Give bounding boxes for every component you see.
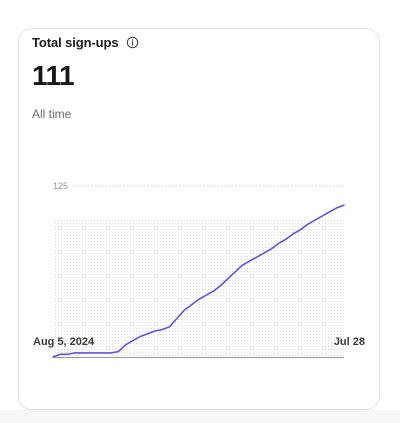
signups-line-chart: 125 bbox=[52, 181, 345, 358]
x-axis-end-label: Jul 28 bbox=[333, 336, 365, 348]
total-value: 111 bbox=[32, 60, 75, 91]
card-header: Total sign-ups bbox=[32, 35, 139, 50]
y-tick-label-125: 125 bbox=[53, 181, 68, 191]
time-range-label: All time bbox=[32, 107, 72, 121]
info-icon[interactable] bbox=[126, 36, 139, 49]
x-axis-start-label: Aug 5, 2024 bbox=[33, 336, 95, 348]
card-title: Total sign-ups bbox=[32, 35, 119, 50]
chart-plot-area bbox=[53, 218, 344, 357]
signups-series-line bbox=[52, 204, 345, 358]
